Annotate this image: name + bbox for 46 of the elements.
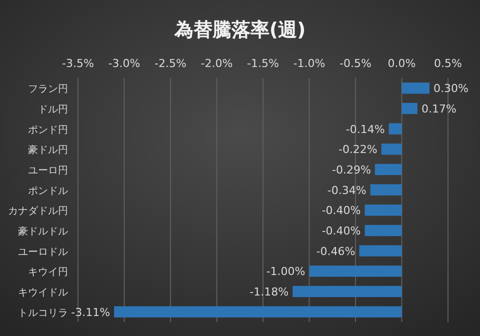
bar — [381, 144, 402, 155]
x-tick-label: 0.5% — [434, 57, 462, 70]
bar — [114, 306, 402, 318]
bar — [364, 224, 402, 236]
y-tick-label: ユーロドル — [18, 246, 68, 258]
bar — [359, 245, 402, 256]
y-tick-label: ポンド円 — [28, 124, 68, 136]
bar — [370, 184, 402, 196]
x-tick-label: -3.0% — [108, 57, 140, 70]
data-label: -0.40% — [322, 204, 361, 218]
y-tick-label: 豪ドル円 — [28, 144, 68, 156]
y-tick-label: ポンドル — [28, 186, 68, 197]
data-label: -1.00% — [266, 265, 306, 278]
data-label: -1.18% — [250, 286, 289, 298]
y-tick-label: 豪ドルドル — [18, 226, 68, 238]
y-tick-label: キウイ円 — [28, 267, 68, 278]
x-tick-label: -1.0% — [293, 57, 326, 70]
y-tick-label: キウイドル — [18, 288, 68, 298]
data-label: 0.17% — [421, 102, 456, 116]
y-tick-label: ユーロ円 — [28, 166, 68, 176]
data-label: -3.11% — [71, 306, 110, 319]
y-tick-label: カナダドル円 — [8, 205, 68, 218]
bar — [374, 164, 402, 176]
bar — [309, 266, 402, 277]
data-label: 0.30% — [434, 82, 468, 96]
y-tick-label: フラン円 — [28, 84, 68, 96]
bar — [292, 286, 402, 298]
x-tick-label: -2.5% — [154, 57, 186, 70]
data-label: -0.34% — [327, 184, 366, 197]
y-tick-label: トルコリラ — [18, 308, 68, 319]
bar — [364, 204, 402, 216]
data-label: -0.29% — [332, 164, 371, 176]
x-tick-label: 0.0% — [388, 57, 416, 70]
x-tick-label: -3.5% — [62, 57, 94, 70]
y-tick-label: ドル円 — [38, 104, 68, 116]
chart-title: 為替騰落率(週) — [173, 19, 306, 41]
bar — [402, 82, 430, 94]
data-label: -0.40% — [322, 224, 361, 238]
bar — [402, 102, 418, 114]
bar — [388, 123, 402, 134]
x-tick-label: -2.0% — [200, 57, 233, 70]
x-tick-label: -1.5% — [247, 57, 279, 70]
data-label: -0.22% — [338, 143, 378, 156]
x-tick-label: -0.5% — [340, 57, 372, 70]
data-label: -0.46% — [316, 244, 356, 258]
data-label: -0.14% — [346, 122, 385, 136]
